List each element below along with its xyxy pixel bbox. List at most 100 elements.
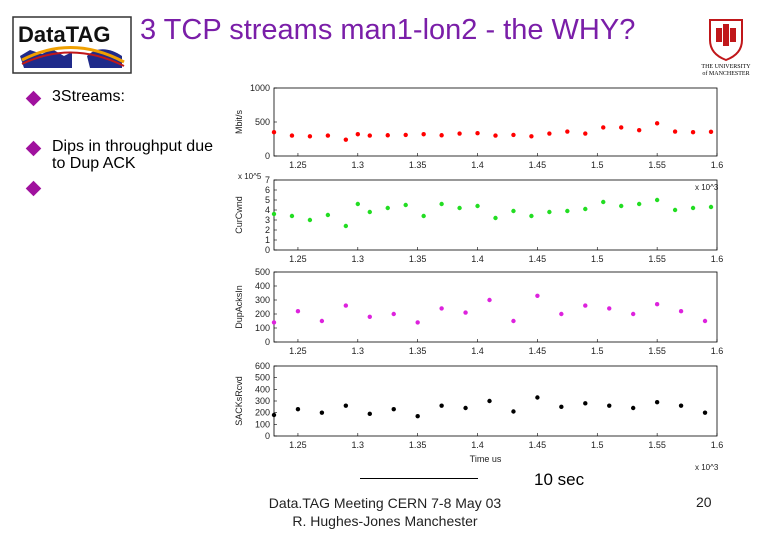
data-point	[319, 318, 325, 324]
data-point	[529, 213, 534, 219]
x-tick-label: 1.55	[648, 254, 666, 264]
data-point	[475, 203, 480, 209]
y-tick-label: 200	[255, 408, 270, 418]
data-point	[535, 293, 540, 298]
data-point	[421, 132, 426, 137]
page-number: 20	[696, 494, 712, 510]
x-tick-label: 1.55	[648, 440, 666, 450]
footer-line-2: R. Hughes-Jones Manchester	[292, 513, 478, 529]
data-point	[385, 205, 390, 211]
data-point	[415, 413, 420, 419]
data-point	[690, 205, 696, 211]
data-point	[630, 405, 636, 411]
x-axis-label: Time us	[470, 454, 502, 464]
x-tick-label: 1.45	[529, 440, 547, 450]
data-point	[583, 206, 588, 212]
y-multiplier-label: x 10^5	[238, 172, 262, 181]
data-point	[511, 318, 516, 324]
y-tick-label: 1000	[250, 83, 270, 93]
y-tick-label: 3	[265, 215, 270, 225]
y-tick-label: 600	[255, 361, 270, 371]
x-tick-label: 1.5	[591, 346, 604, 356]
data-point	[708, 129, 714, 135]
data-point	[583, 303, 588, 308]
data-point	[547, 131, 552, 136]
data-point	[630, 311, 636, 317]
x-tick-label: 1.3	[352, 160, 365, 170]
data-point	[439, 403, 444, 408]
data-point	[535, 395, 540, 400]
data-point	[547, 209, 552, 215]
data-point	[439, 306, 444, 311]
y-tick-label: 4	[265, 205, 270, 215]
x-tick-label: 1.45	[529, 160, 547, 170]
y-tick-label: 100	[255, 419, 270, 429]
datatag-logo-text: DataTAG	[18, 22, 111, 47]
data-point	[511, 208, 516, 214]
data-point	[271, 130, 277, 135]
data-point	[343, 137, 349, 142]
data-point	[367, 133, 372, 138]
data-point	[289, 133, 295, 138]
data-point	[493, 215, 498, 221]
data-point	[529, 134, 534, 139]
data-point	[325, 212, 331, 218]
data-point	[583, 131, 588, 136]
data-point	[636, 201, 642, 207]
data-point	[672, 129, 678, 134]
data-point	[601, 199, 606, 205]
data-point	[271, 412, 277, 418]
x-tick-label: 1.45	[529, 254, 547, 264]
x-tick-label: 1.6	[711, 440, 724, 450]
x-tick-label: 1.4	[471, 160, 484, 170]
data-point	[487, 398, 492, 404]
y-tick-label: 500	[255, 117, 270, 127]
data-point	[463, 310, 468, 315]
x-tick-label: 1.5	[591, 160, 604, 170]
bullet-text-1: 3Streams:	[52, 88, 125, 105]
diamond-bullet-icon	[25, 180, 42, 197]
x-tick-label: 1.35	[409, 254, 427, 264]
data-point	[307, 217, 313, 223]
y-tick-label: 200	[255, 309, 270, 319]
slide-title: 3 TCP streams man1-lon2 - the WHY?	[140, 14, 636, 46]
x-tick-label: 1.6	[711, 160, 724, 170]
x-tick-label: 1.3	[352, 254, 365, 264]
x-tick-label: 1.45	[529, 346, 547, 356]
data-point	[367, 209, 372, 215]
footer: Data.TAG Meeting CERN 7-8 May 03 R. Hugh…	[250, 494, 520, 530]
y-tick-label: 0	[265, 151, 270, 161]
data-point	[678, 309, 684, 314]
datatag-logo: DataTAG	[12, 16, 132, 74]
x-tick-label: 1.5	[591, 254, 604, 264]
data-point	[343, 223, 349, 229]
data-point	[295, 309, 301, 314]
data-point	[559, 404, 564, 410]
manchester-logo-line2: of MANCHESTER	[702, 70, 749, 77]
x-tick-label: 1.6	[711, 254, 724, 264]
footer-line-1: Data.TAG Meeting CERN 7-8 May 03	[268, 495, 502, 511]
x-tick-label: 1.4	[471, 440, 484, 450]
manchester-logo-line1: THE UNIVERSITY	[701, 64, 751, 70]
data-point	[295, 406, 301, 412]
data-point	[678, 403, 684, 408]
x-tick-label: 1.25	[289, 440, 307, 450]
data-point	[415, 320, 420, 325]
x-tick-label: 1.55	[648, 346, 666, 356]
y-axis-label: CurCwnd	[234, 196, 244, 234]
data-point	[493, 133, 498, 138]
data-point	[457, 205, 462, 211]
data-point	[654, 197, 660, 203]
x-tick-label: 1.35	[409, 346, 427, 356]
y-tick-label: 0	[265, 245, 270, 255]
x-multiplier-label: x 10^3	[695, 463, 719, 472]
data-point	[607, 306, 612, 311]
x-tick-label: 1.35	[409, 440, 427, 450]
x-tick-label: 1.25	[289, 346, 307, 356]
data-point	[355, 132, 361, 137]
data-point	[403, 202, 408, 208]
data-point	[385, 133, 390, 138]
y-tick-label: 0	[265, 337, 270, 347]
data-point	[654, 302, 660, 307]
